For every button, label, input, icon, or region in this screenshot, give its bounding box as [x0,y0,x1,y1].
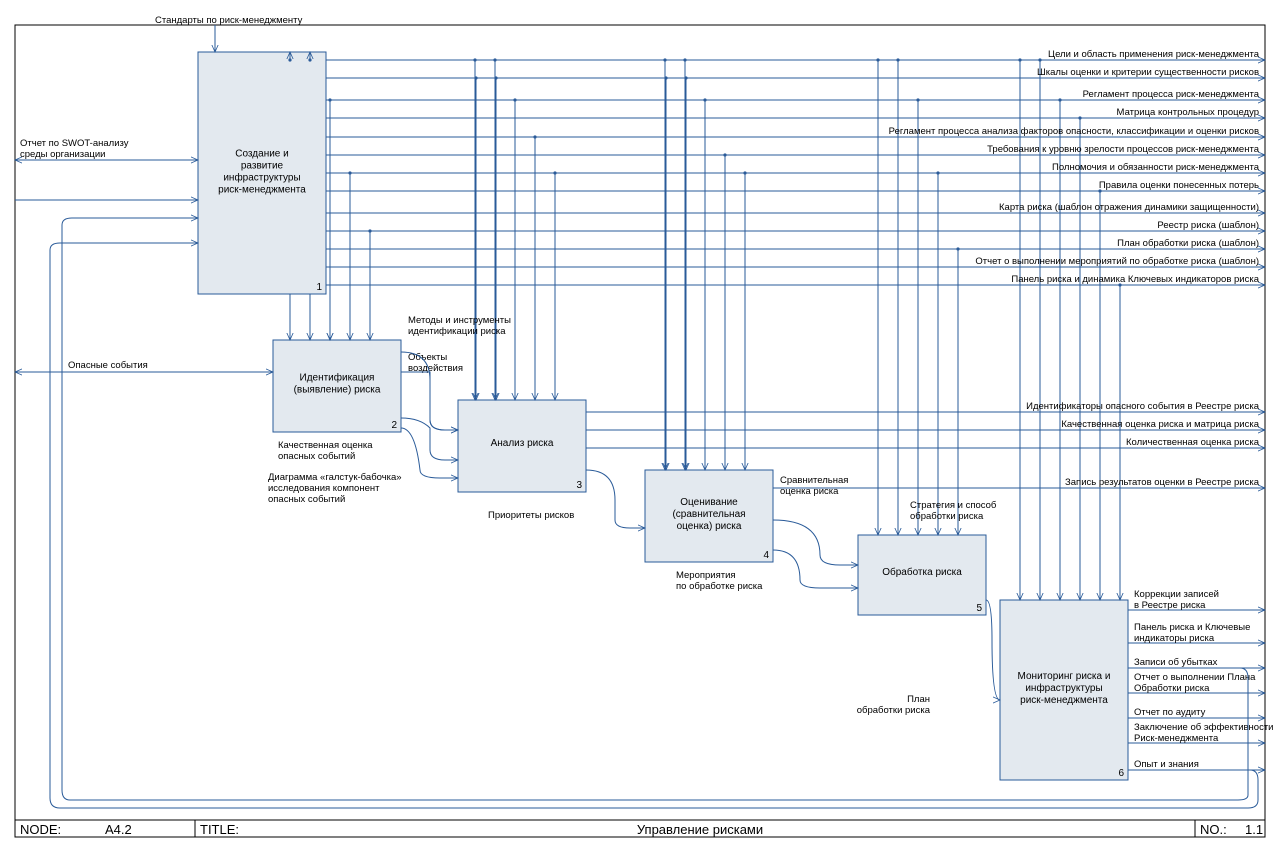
svg-text:Обработка риска: Обработка риска [882,566,962,578]
svg-text:Карта риска (шаблон отражения: Карта риска (шаблон отражения динамики з… [999,202,1259,213]
svg-text:Приоритеты рисков: Приоритеты рисков [488,510,574,521]
svg-text:Анализ риска: Анализ риска [491,438,554,449]
svg-text:Риск-менеджмента: Риск-менеджмента [1134,733,1219,744]
svg-text:Стандарты по риск-менеджменту: Стандарты по риск-менеджменту [155,15,303,26]
svg-text:риск-менеджмента: риск-менеджмента [1020,695,1108,706]
svg-text:Запись результатов оценки в Ре: Запись результатов оценки в Реестре риск… [1065,477,1260,488]
svg-text:Идентификация: Идентификация [300,372,375,384]
svg-text:Опыт и знания: Опыт и знания [1134,759,1199,770]
svg-text:1: 1 [316,282,322,293]
svg-text:идентификации риска: идентификации риска [408,326,506,337]
svg-text:инфраструктуры: инфраструктуры [1025,682,1102,694]
svg-text:A4.2: A4.2 [105,822,132,837]
svg-text:Обработки риска: Обработки риска [1134,683,1210,694]
svg-text:Панель риска и динамика Ключев: Панель риска и динамика Ключевых индикат… [1011,274,1259,285]
svg-text:Матрица контрольных процедур: Матрица контрольных процедур [1117,107,1259,118]
svg-text:Методы и инструменты: Методы и инструменты [408,315,511,326]
svg-text:Коррекции записей: Коррекции записей [1134,589,1219,600]
svg-text:Мероприятия: Мероприятия [676,570,736,581]
svg-text:Полномочия и обязанности риск-: Полномочия и обязанности риск-менеджмент… [1052,162,1260,173]
svg-text:обработки риска: обработки риска [910,511,984,522]
svg-text:NODE:: NODE: [20,822,61,837]
svg-text:исследования компонент: исследования компонент [268,483,380,494]
svg-text:Стратегия и способ: Стратегия и способ [910,500,997,511]
svg-text:Регламент процесса анализа фак: Регламент процесса анализа факторов опас… [889,126,1259,137]
svg-text:Идентификаторы опасного событи: Идентификаторы опасного события в Реестр… [1026,401,1260,412]
svg-text:Заключение об эффективности: Заключение об эффективности [1134,722,1274,733]
svg-text:Качественная оценка риска и ма: Качественная оценка риска и матрица риск… [1061,419,1259,430]
svg-text:5: 5 [976,603,982,614]
svg-text:развитие: развитие [241,161,284,172]
svg-text:Отчет о выполнении Плана: Отчет о выполнении Плана [1134,672,1256,683]
svg-text:в Реестре риска: в Реестре риска [1134,600,1206,611]
svg-text:Регламент процесса риск-менедж: Регламент процесса риск-менеджмента [1083,89,1260,100]
svg-text:среды организации: среды организации [20,149,105,160]
svg-text:6: 6 [1118,768,1124,779]
svg-text:обработки риска: обработки риска [857,705,931,716]
svg-text:План: План [907,694,930,705]
svg-text:Оценивание: Оценивание [680,497,738,508]
svg-text:Требования к уровню зрелости п: Требования к уровню зрелости процессов р… [987,144,1260,155]
svg-text:Количественная оценка риска: Количественная оценка риска [1126,437,1260,448]
svg-text:Управление рисками: Управление рисками [637,822,763,837]
svg-text:инфраструктуры: инфраструктуры [223,172,300,184]
idef0-diagram: NODE: A4.2 TITLE: Управление рисками NO.: 1.1… [0,0,1280,851]
svg-text:Создание и: Создание и [235,149,288,160]
svg-text:Отчет по аудиту: Отчет по аудиту [1134,707,1206,718]
svg-text:Записи об убытках: Записи об убытках [1134,657,1218,668]
svg-text:План обработки риска (шаблон): План обработки риска (шаблон) [1117,238,1259,249]
svg-text:по обработке риска: по обработке риска [676,581,763,592]
svg-text:индикаторы риска: индикаторы риска [1134,633,1215,644]
svg-text:Отчет по SWOT-анализу: Отчет по SWOT-анализу [20,138,129,149]
svg-text:Опасные события: Опасные события [68,360,148,371]
svg-text:Цели и область применения риск: Цели и область применения риск-менеджмен… [1048,49,1260,60]
svg-text:TITLE:: TITLE: [200,822,239,837]
svg-text:оценка) риска: оценка) риска [677,521,742,532]
svg-text:Качественная оценка: Качественная оценка [278,440,373,451]
svg-text:Сравнительная: Сравнительная [780,475,848,486]
svg-text:Правила оценки понесенных поте: Правила оценки понесенных потерь [1099,180,1259,191]
svg-text:Мониторинг риска и: Мониторинг риска и [1018,671,1111,682]
svg-text:3: 3 [576,480,582,491]
svg-text:Шкалы оценки и критерии сущест: Шкалы оценки и критерии существенности р… [1037,67,1259,78]
svg-text:опасных событий: опасных событий [268,494,345,505]
svg-text:опасных событий: опасных событий [278,451,355,462]
svg-text:2: 2 [391,420,397,431]
svg-text:(сравнительная: (сравнительная [672,509,745,520]
svg-text:Панель риска и Ключевые: Панель риска и Ключевые [1134,622,1250,633]
svg-text:Диаграмма «галстук-бабочка»: Диаграмма «галстук-бабочка» [268,472,402,483]
svg-text:(выявление) риска: (выявление) риска [294,385,381,396]
svg-text:1.1: 1.1 [1245,822,1263,837]
svg-text:Реестр риска (шаблон): Реестр риска (шаблон) [1157,220,1259,231]
svg-text:4: 4 [763,550,769,561]
svg-text:риск-менеджмента: риск-менеджмента [218,185,306,196]
svg-text:Отчет о выполнении мероприятий: Отчет о выполнении мероприятий по обрабо… [975,256,1259,267]
svg-text:NO.:: NO.: [1200,822,1227,837]
